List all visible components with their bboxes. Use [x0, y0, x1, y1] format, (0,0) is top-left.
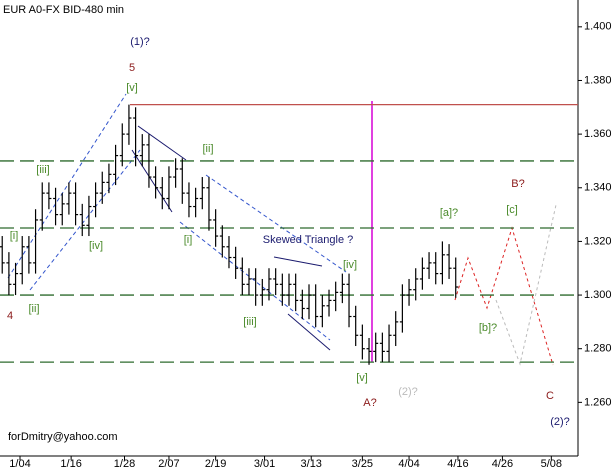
y-tick-label: 1.260	[584, 396, 612, 408]
x-tick-label: 1/04	[9, 458, 30, 470]
annotation: [iii]	[243, 316, 256, 328]
annotation: [i]	[184, 234, 193, 246]
y-tick-label: 1.400	[584, 21, 612, 33]
annotation: forDmitry@yahoo.com	[8, 431, 118, 443]
annotation: [iv]	[343, 259, 357, 271]
x-tick-label: 4/16	[447, 458, 468, 470]
annotation: [c]	[506, 204, 518, 216]
triangle-line	[273, 256, 323, 267]
chart-title: EUR A0-FX BID-480 min	[3, 4, 124, 16]
channel-line	[29, 149, 141, 291]
annotation: [iii]	[36, 164, 49, 176]
x-tick-label: 4/04	[398, 458, 419, 470]
annotation: (2)?	[550, 416, 570, 428]
channel-line	[179, 221, 331, 341]
projection-path	[495, 204, 557, 366]
annotation: [ii]	[203, 143, 214, 155]
y-tick-label: 1.360	[584, 128, 612, 140]
x-tick-label: 4/26	[492, 458, 513, 470]
projection-path	[454, 226, 554, 366]
y-tick-label: 1.320	[584, 235, 612, 247]
x-tick-label: 3/13	[301, 458, 322, 470]
annotation: [v]	[356, 372, 368, 384]
channel-line	[137, 125, 187, 161]
annotation: (2)?	[398, 386, 418, 398]
x-tick-label: 2/07	[158, 458, 179, 470]
annotation: 5	[129, 62, 135, 74]
annotation: [v]	[126, 82, 138, 94]
x-tick-label: 5/08	[541, 458, 562, 470]
annotation: [ii]	[29, 303, 40, 315]
channel-line	[205, 174, 347, 273]
x-tick-label: 3/25	[352, 458, 373, 470]
x-tick-label: 1/16	[60, 458, 81, 470]
annotation: [a]?	[440, 207, 458, 219]
y-tick-label: 1.300	[584, 289, 612, 301]
y-tick-label: 1.380	[584, 74, 612, 86]
x-tick-label: 1/28	[114, 458, 135, 470]
triangle-line	[287, 313, 331, 351]
y-tick-label: 1.280	[584, 343, 612, 355]
x-tick-label: 3/01	[254, 458, 275, 470]
y-tick-label: 1.340	[584, 182, 612, 194]
annotation: [b]?	[479, 322, 497, 334]
annotation: B?	[511, 178, 524, 190]
channel-line	[131, 149, 173, 213]
annotation: [iv]	[89, 240, 103, 252]
annotation: 4	[7, 310, 13, 322]
x-tick-label: 2/19	[205, 458, 226, 470]
annotation: [i]	[10, 230, 19, 242]
annotation: Skewed Triangle ?	[263, 234, 354, 246]
annotation: C	[546, 390, 554, 402]
annotation: A?	[363, 397, 376, 409]
annotation: (1)?	[130, 36, 150, 48]
